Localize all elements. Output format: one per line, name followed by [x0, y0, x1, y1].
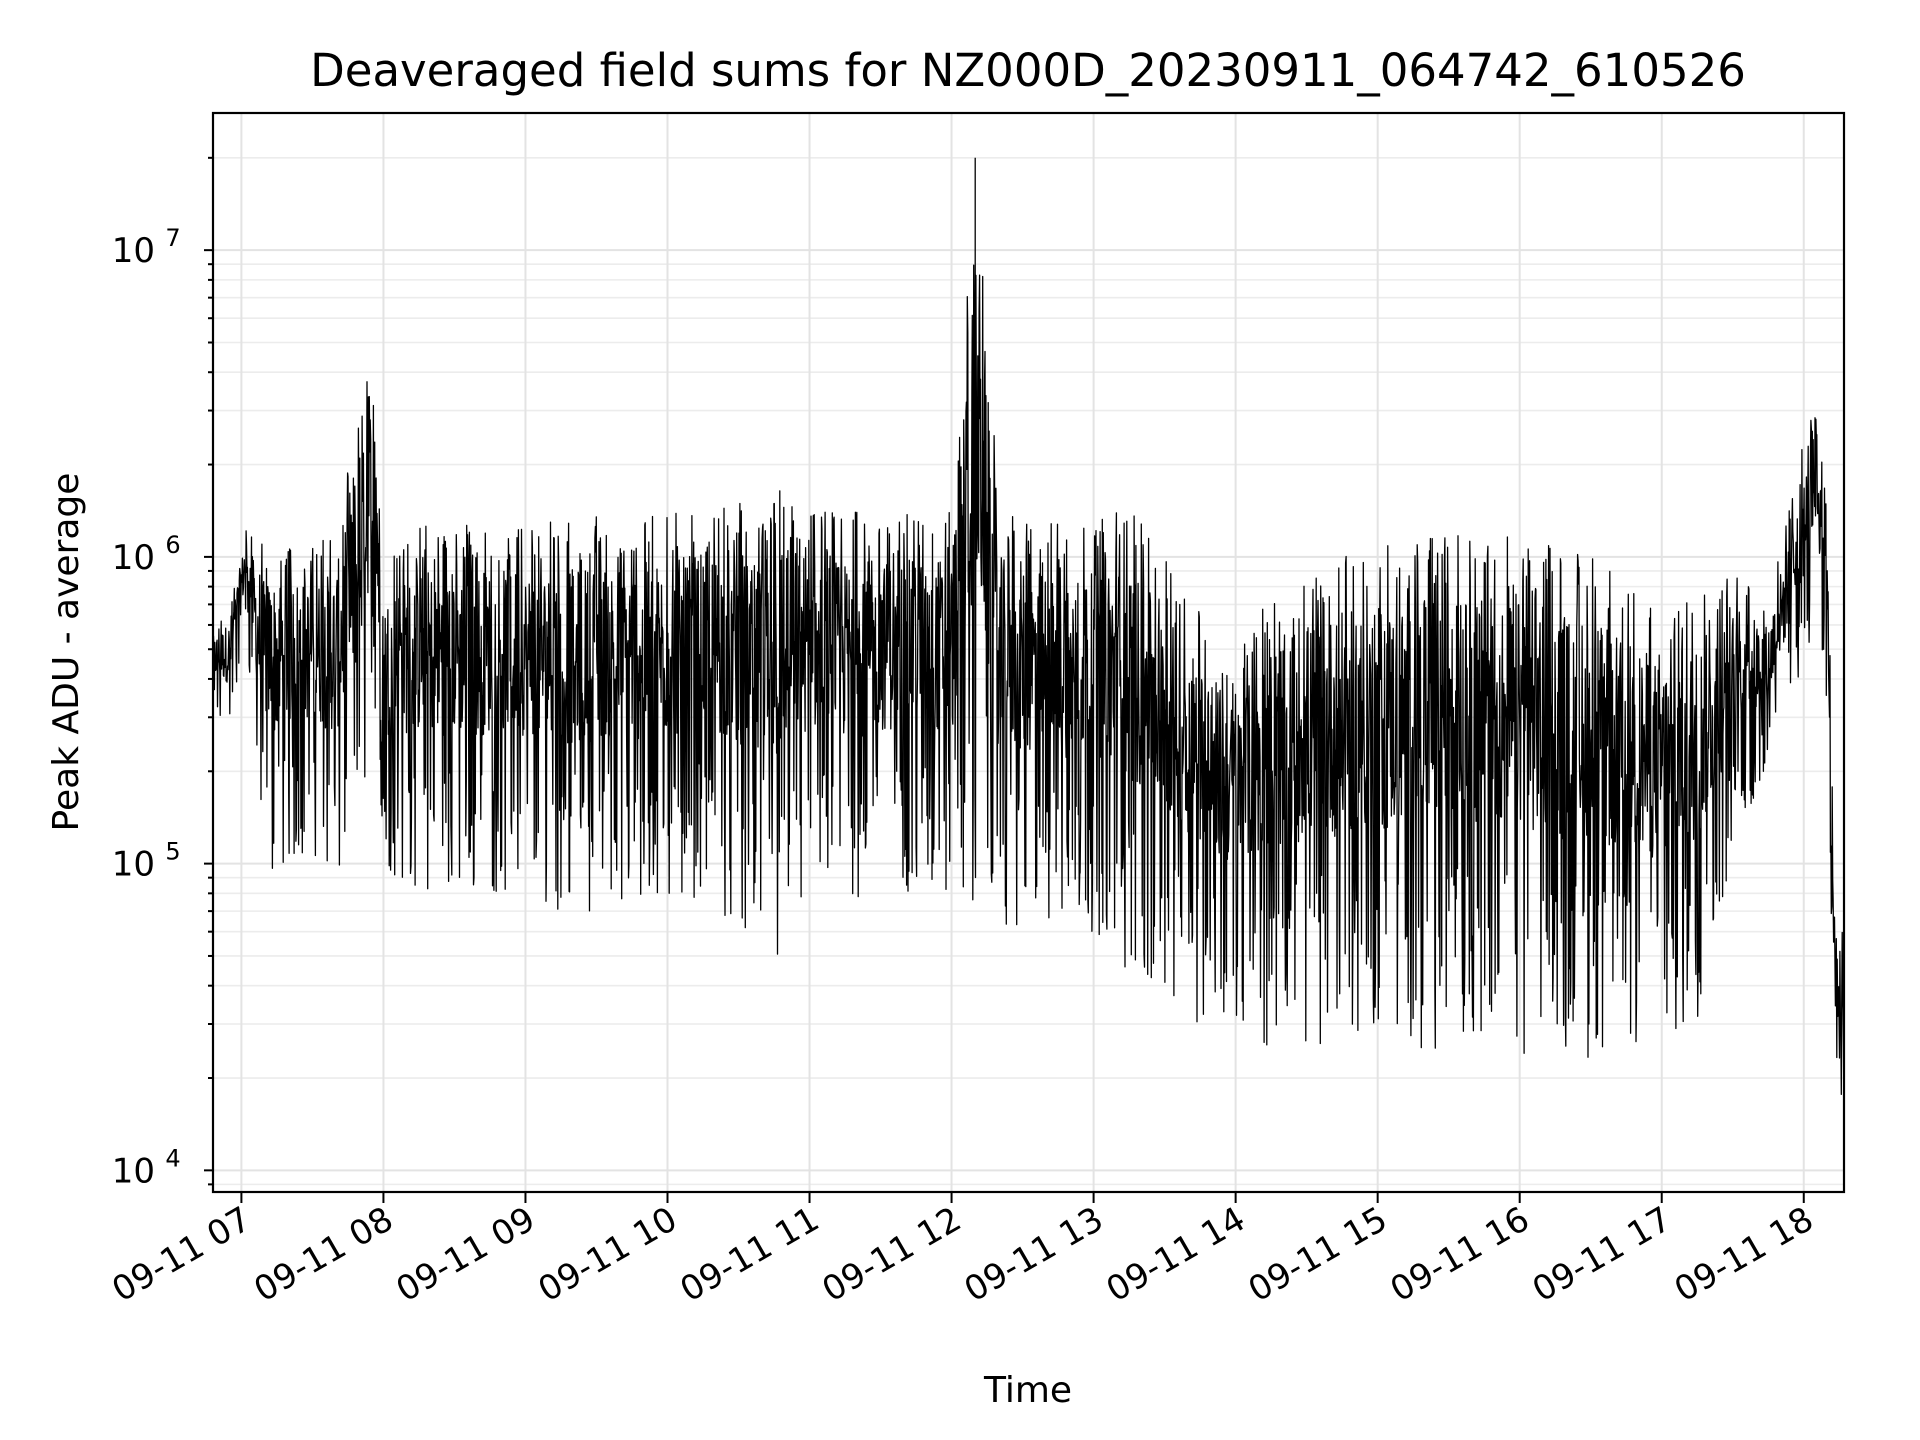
y-tick-label: 10	[112, 231, 155, 271]
x-tick-label: 09-11 11	[674, 1199, 826, 1310]
x-tick-label: 09-11 10	[532, 1199, 684, 1310]
x-tick-label: 09-11 16	[1384, 1199, 1536, 1310]
series-line	[212, 157, 1845, 1141]
x-tick-label: 09-11 07	[106, 1199, 258, 1310]
y-tick-label-exponent: 4	[165, 1144, 180, 1172]
x-tick-label: 09-11 12	[816, 1199, 968, 1310]
y-tick-label-exponent: 7	[165, 224, 180, 252]
y-axis: 10 4 10 5 10 6 10 7	[112, 156, 213, 1191]
y-tick-label-exponent: 5	[165, 838, 180, 866]
y-tick-label-exponent: 6	[165, 531, 180, 559]
y-tick-label: 10	[112, 1151, 155, 1191]
x-tick-label: 09-11 15	[1242, 1199, 1394, 1310]
x-tick-label: 09-11 14	[1100, 1199, 1252, 1310]
plot-frame	[211, 111, 1846, 1194]
y-tick-label: 10	[112, 538, 155, 578]
y-axis-label: Peak ADU - average	[46, 473, 87, 832]
chart-title: Deaveraged field sums for NZ000D_2023091…	[310, 44, 1746, 97]
x-tick-label: 09-11 17	[1526, 1199, 1678, 1310]
x-tick-label: 09-11 09	[390, 1199, 542, 1310]
y-tick-label: 10	[112, 845, 155, 885]
x-tick-label: 09-11 13	[958, 1199, 1110, 1310]
x-axis-label: Time	[983, 1370, 1072, 1411]
x-tick-label: 09-11 18	[1668, 1199, 1820, 1310]
x-tick-label: 09-11 08	[248, 1199, 400, 1310]
